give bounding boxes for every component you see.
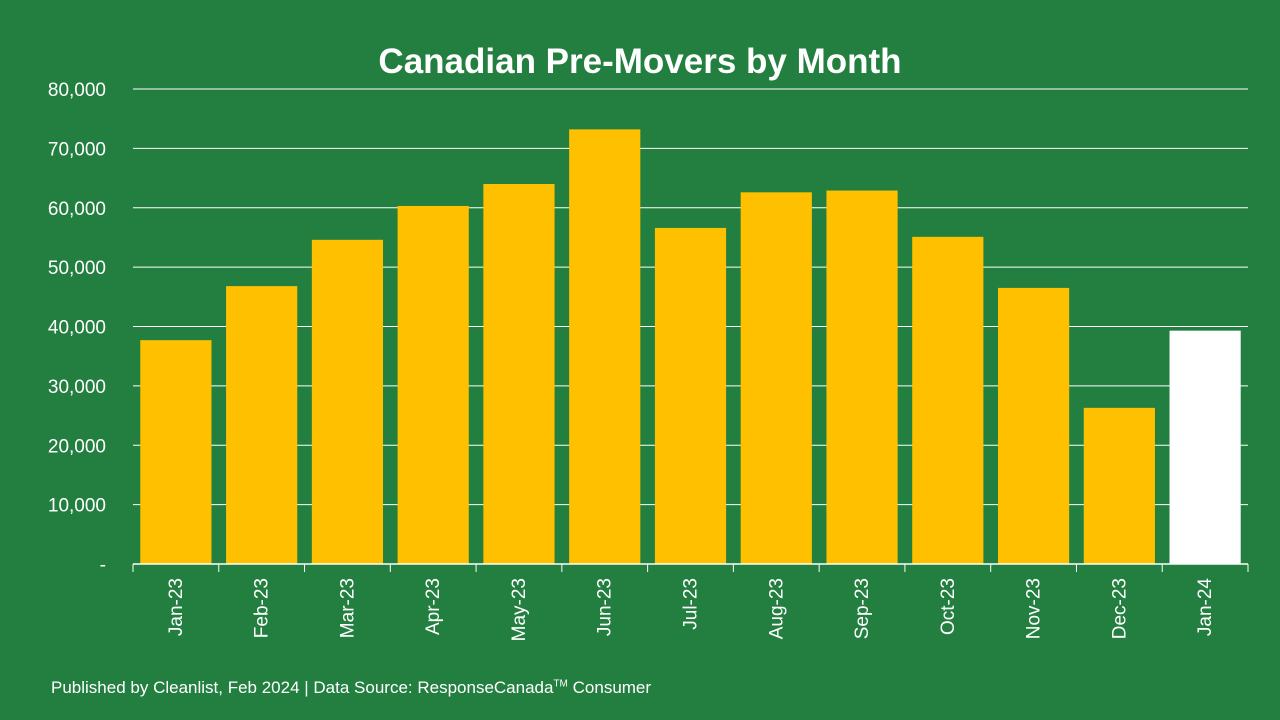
chart-title: Canadian Pre-Movers by Month (378, 42, 902, 81)
x-tick-label: Jan-24 (1195, 578, 1216, 637)
bar (826, 190, 898, 564)
bar (483, 184, 555, 564)
y-tick-label: 70,000 (48, 139, 106, 160)
x-axis-tick-labels: Jan-23 Feb-23 Mar-23 Apr-23 May-23 Jun-23 Jul-… (166, 578, 1216, 642)
bar (654, 227, 727, 564)
bar (740, 192, 812, 564)
bar (226, 286, 298, 564)
bar (569, 129, 641, 564)
y-tick-label: 50,000 (48, 258, 106, 279)
bar (1083, 407, 1155, 564)
x-axis (132, 563, 1249, 572)
bar (140, 340, 212, 564)
x-tick-label: Nov-23 (1024, 578, 1045, 639)
bar (912, 236, 984, 564)
bar (1169, 330, 1241, 564)
x-tick-label: Jul-23 (681, 578, 702, 630)
x-tick-label: Aug-23 (766, 578, 787, 639)
bar (997, 287, 1070, 564)
x-tick-label: Feb-23 (252, 578, 273, 638)
x-tick-label: Jun-23 (595, 578, 616, 636)
y-tick-label: 40,000 (48, 318, 106, 339)
y-tick-label: 20,000 (48, 436, 106, 457)
x-tick-label: Dec-23 (1109, 578, 1130, 639)
bars (140, 129, 1241, 564)
footer-suffix: Consumer (567, 678, 652, 697)
x-tick-label: Jan-23 (166, 578, 187, 636)
bar (311, 239, 384, 564)
y-tick-label: 60,000 (48, 199, 106, 220)
x-tick-label: Sep-23 (852, 578, 873, 639)
bar (397, 205, 469, 564)
y-tick-label: 80,000 (48, 80, 106, 101)
y-tick-label: 30,000 (48, 377, 106, 398)
x-tick-label: Oct-23 (938, 578, 959, 635)
footer-text: Published by Cleanlist, Feb 2024 | Data … (51, 678, 554, 697)
x-tick-label: May-23 (509, 578, 530, 641)
y-tick-label: 10,000 (48, 496, 106, 517)
x-tick-label: Apr-23 (423, 578, 444, 635)
footer-note: Published by Cleanlist, Feb 2024 | Data … (51, 678, 651, 698)
x-tick-label: Mar-23 (337, 578, 358, 638)
trademark-mark: TM (553, 678, 568, 690)
y-axis-tick-labels: - 10,000 20,000 30,000 40,000 50,000 60,000 70,… (48, 80, 106, 576)
y-tick-label: - (100, 555, 106, 576)
